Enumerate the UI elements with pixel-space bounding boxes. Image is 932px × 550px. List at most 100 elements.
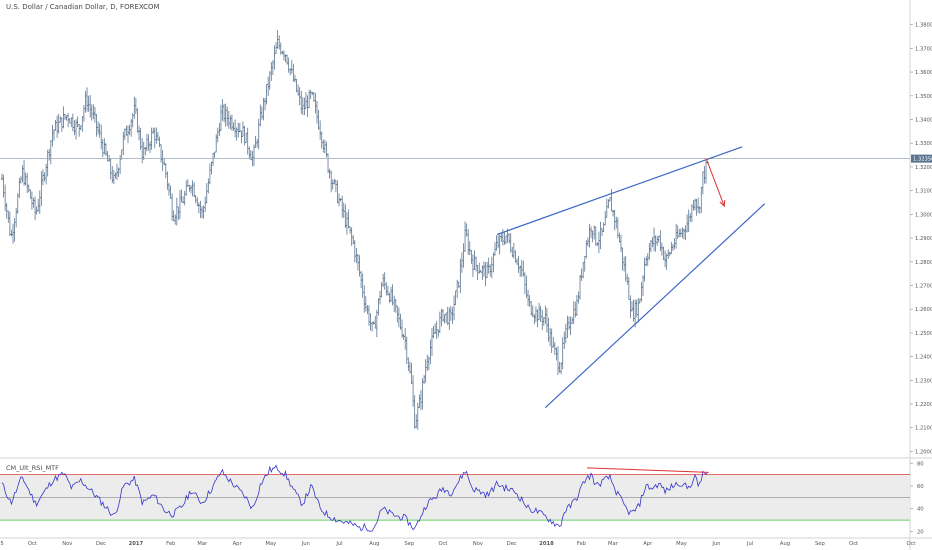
ohlc-bar [569,316,572,336]
ohlc-bar [347,209,350,229]
ohlc-bar [98,123,101,138]
ohlc-bar [700,187,703,214]
time-axis-tick-label: Dec [96,541,106,547]
ohlc-bar [200,206,204,219]
ohlc-bar [471,254,475,278]
ohlc-bar [159,144,163,163]
ohlc-bar [115,163,119,180]
ohlc-bar [101,138,104,158]
ohlc-bar [323,139,327,154]
ohlc-bar [334,180,338,193]
time-axis-tick-label: May [676,541,687,547]
ohlc-bar [166,171,169,190]
time-axis-tick-label: Jun [301,541,310,547]
ohlc-bar [18,177,21,198]
ohlc-bar [679,228,683,238]
ohlc-bar [374,316,377,329]
ohlc-bar [273,45,276,70]
ohlc-bar [610,189,613,212]
ohlc-bar [585,240,588,259]
ohlc-bar [663,250,667,268]
ohlc-bar [194,194,197,204]
ohlc-bar [216,127,219,143]
ohlc-bar [452,295,456,321]
ohlc-bar [136,108,139,133]
ohlc-bar [122,131,125,156]
ohlc-bar [142,141,145,160]
ohlc-bar [397,307,401,328]
ohlc-bar [649,240,653,253]
ohlc-bar [539,305,542,322]
ohlc-bar [2,174,5,198]
ohlc-bar [322,139,325,153]
ohlc-bar [68,118,71,124]
ohlc-bar [531,305,534,318]
price-axis-tick-label: 1.35000 [915,94,932,100]
time-axis-tick-label: 5 [0,541,3,547]
price-axis-tick-label: 1.32000 [915,165,932,171]
ohlc-bar [451,307,454,325]
ohlc-bar [14,207,18,228]
ohlc-bar [13,217,16,242]
ohlc-bar [304,92,308,109]
ohlc-bar [221,99,224,121]
ohlc-bar [684,225,687,241]
ohlc-bar [586,237,590,247]
ohlc-bar [533,314,536,325]
ohlc-bar [246,127,249,155]
ohlc-bar [208,163,212,185]
ohlc-bar [181,196,185,204]
ohlc-bar [300,90,303,114]
ohlc-bar [419,389,423,411]
ohlc-bar [651,237,654,248]
ohlc-bar [8,211,12,236]
time-axis-tick-label: Oct [849,541,858,547]
rsi-axis-tick-label: 60 [917,484,924,490]
ohlc-bar [455,279,459,299]
ohlc-bar [388,292,391,304]
price-axis-tick-label: 1.30000 [915,212,932,218]
ohlc-bar [161,150,164,171]
ohlc-bar [44,163,48,185]
time-axis-tick-label: Oct [439,541,448,547]
ohlc-bar [63,113,67,121]
ohlc-bar [507,233,511,244]
ohlc-bar [255,138,259,148]
ohlc-bar [654,235,657,252]
ohlc-bar [468,241,471,256]
ohlc-bar [416,402,419,430]
price-axis-tick-label: 1.25000 [915,331,932,337]
lower-trendline [544,203,766,409]
ohlc-bar [482,261,486,277]
ohlc-bar [698,206,701,214]
price-axis-tick-label: 1.31000 [915,189,932,195]
ohlc-bar [196,197,199,207]
time-axis-tick-label: Jun [711,541,720,547]
ohlc-bar [490,256,494,279]
ohlc-bar [81,116,84,132]
price-bars [0,30,709,430]
ohlc-bar [43,172,46,182]
ohlc-bar [265,84,268,105]
ohlc-bar [449,305,453,321]
ohlc-bar [172,210,175,222]
ohlc-bar [175,197,179,226]
ohlc-bar [484,262,487,287]
ohlc-bar [375,309,379,338]
ohlc-bar [11,223,15,244]
price-axis-tick-label: 1.33000 [915,141,932,147]
ohlc-bar [492,252,495,273]
ohlc-bar [559,362,563,375]
ohlc-bar [30,191,34,210]
ohlc-bar [5,202,8,219]
price-axis-tick-label: 1.22000 [915,402,932,408]
ohlc-bar [219,104,223,132]
ohlc-bar [552,336,555,348]
ohlc-bar [418,394,421,408]
ohlc-bar [637,298,640,323]
ohlc-bar [41,169,45,186]
ohlc-bar [619,234,623,253]
ohlc-bar [177,206,180,220]
ohlc-bar [441,309,445,322]
ohlc-bar [574,301,577,318]
